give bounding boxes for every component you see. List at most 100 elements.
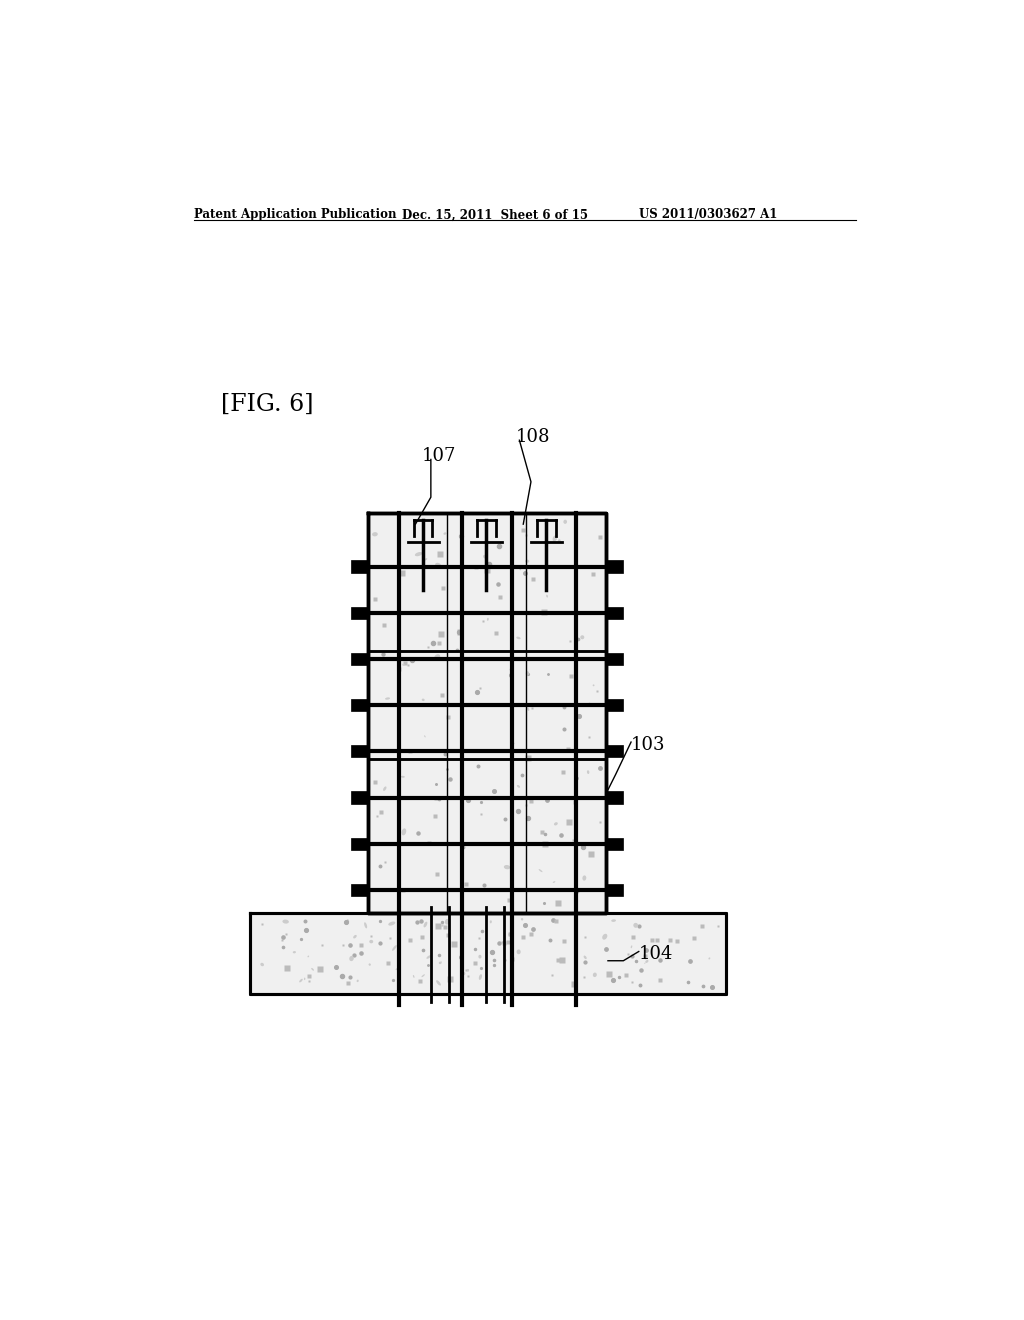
Ellipse shape [486, 618, 488, 620]
Polygon shape [606, 561, 624, 573]
Ellipse shape [443, 532, 446, 535]
Ellipse shape [424, 735, 426, 738]
Ellipse shape [401, 776, 404, 777]
Ellipse shape [370, 940, 373, 944]
Ellipse shape [539, 869, 543, 873]
Ellipse shape [517, 785, 520, 788]
Ellipse shape [388, 921, 395, 925]
Ellipse shape [369, 964, 371, 966]
Text: 108: 108 [515, 428, 550, 446]
Polygon shape [606, 838, 624, 850]
Ellipse shape [422, 974, 425, 977]
Ellipse shape [435, 562, 441, 568]
Text: US 2011/0303627 A1: US 2011/0303627 A1 [639, 209, 777, 222]
Bar [250, 913, 726, 994]
Ellipse shape [441, 924, 443, 927]
Ellipse shape [424, 921, 427, 928]
Ellipse shape [527, 708, 529, 711]
Ellipse shape [434, 655, 440, 660]
Ellipse shape [299, 978, 303, 982]
Ellipse shape [581, 635, 585, 639]
Ellipse shape [631, 945, 632, 948]
Ellipse shape [349, 956, 353, 961]
Ellipse shape [525, 671, 529, 676]
Ellipse shape [467, 969, 469, 972]
Ellipse shape [554, 539, 557, 540]
Polygon shape [351, 744, 368, 758]
Ellipse shape [519, 569, 521, 570]
Ellipse shape [385, 697, 390, 700]
Ellipse shape [424, 558, 427, 561]
Ellipse shape [347, 919, 349, 924]
Ellipse shape [525, 560, 529, 562]
Ellipse shape [709, 957, 711, 960]
Text: Dec. 15, 2011  Sheet 6 of 15: Dec. 15, 2011 Sheet 6 of 15 [401, 209, 588, 222]
Ellipse shape [584, 956, 587, 960]
Ellipse shape [304, 978, 305, 981]
Ellipse shape [546, 594, 548, 598]
Polygon shape [351, 838, 368, 850]
Polygon shape [351, 884, 368, 896]
Ellipse shape [583, 875, 587, 880]
Ellipse shape [567, 890, 569, 892]
Ellipse shape [504, 865, 510, 870]
Ellipse shape [516, 636, 520, 639]
Polygon shape [351, 792, 368, 804]
Text: 103: 103 [631, 737, 666, 754]
Ellipse shape [553, 882, 555, 883]
Ellipse shape [593, 973, 597, 977]
Polygon shape [351, 700, 368, 711]
Ellipse shape [633, 923, 638, 928]
Polygon shape [351, 607, 368, 619]
Bar [368, 512, 606, 913]
Polygon shape [351, 653, 368, 665]
Polygon shape [606, 884, 624, 896]
Ellipse shape [372, 532, 378, 536]
Ellipse shape [283, 920, 289, 924]
Ellipse shape [521, 917, 523, 920]
Ellipse shape [558, 540, 561, 543]
Ellipse shape [401, 829, 407, 836]
Ellipse shape [611, 919, 616, 921]
Ellipse shape [436, 981, 441, 986]
Polygon shape [606, 653, 624, 665]
Ellipse shape [593, 684, 595, 686]
Ellipse shape [489, 920, 492, 924]
Ellipse shape [307, 956, 309, 957]
Ellipse shape [553, 536, 557, 541]
Ellipse shape [413, 975, 415, 978]
Ellipse shape [444, 919, 450, 924]
Ellipse shape [395, 968, 399, 970]
Ellipse shape [645, 960, 648, 964]
Ellipse shape [479, 974, 482, 979]
Ellipse shape [426, 956, 431, 958]
Ellipse shape [438, 961, 441, 964]
Ellipse shape [311, 968, 314, 970]
Polygon shape [351, 561, 368, 573]
Ellipse shape [383, 787, 386, 791]
Ellipse shape [415, 552, 422, 556]
Ellipse shape [510, 668, 512, 671]
Polygon shape [606, 792, 624, 804]
Ellipse shape [483, 554, 487, 558]
Text: Patent Application Publication: Patent Application Publication [194, 209, 396, 222]
Ellipse shape [563, 520, 567, 524]
Ellipse shape [293, 950, 296, 953]
Ellipse shape [602, 933, 607, 940]
Ellipse shape [365, 923, 368, 928]
Ellipse shape [554, 822, 558, 825]
Ellipse shape [356, 979, 358, 982]
Text: 107: 107 [422, 447, 456, 465]
Text: [FIG. 6]: [FIG. 6] [220, 393, 313, 416]
Ellipse shape [587, 771, 590, 774]
Ellipse shape [461, 972, 465, 975]
Ellipse shape [353, 935, 356, 939]
Polygon shape [606, 607, 624, 619]
Ellipse shape [402, 664, 404, 665]
Polygon shape [606, 700, 624, 711]
Ellipse shape [510, 937, 513, 940]
Polygon shape [606, 744, 624, 758]
Ellipse shape [392, 945, 396, 950]
Ellipse shape [260, 962, 264, 966]
Ellipse shape [505, 960, 507, 962]
